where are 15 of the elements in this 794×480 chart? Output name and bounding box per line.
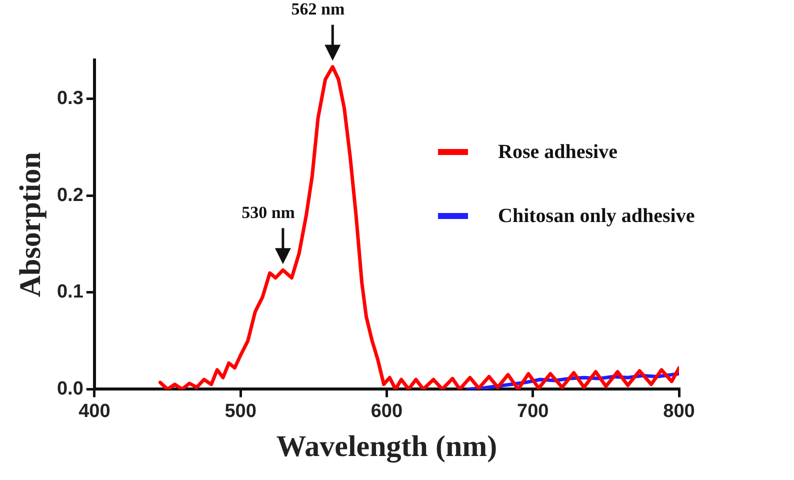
- y-tick-label: 0.1: [56, 282, 84, 303]
- x-tick-label: 600: [370, 400, 403, 422]
- x-axis-title: Wavelength (nm): [276, 430, 498, 463]
- y-tick-label: 0.0: [56, 378, 84, 400]
- x-tick-label: 500: [224, 400, 256, 422]
- legend-label: Rose adhesive: [498, 140, 618, 164]
- annotation: 530 nm: [242, 203, 295, 222]
- y-axis-title: Absorption: [14, 152, 47, 298]
- x-tick-label: 400: [78, 400, 110, 422]
- x-tick-label: 800: [663, 400, 695, 422]
- x-tick-label: 700: [517, 400, 549, 422]
- annotation: 562 nm: [291, 0, 345, 19]
- legend-label: Chitosan only adhesive: [498, 204, 695, 228]
- y-tick-label: 0.3: [56, 88, 84, 109]
- y-tick-label: 0.2: [56, 184, 84, 206]
